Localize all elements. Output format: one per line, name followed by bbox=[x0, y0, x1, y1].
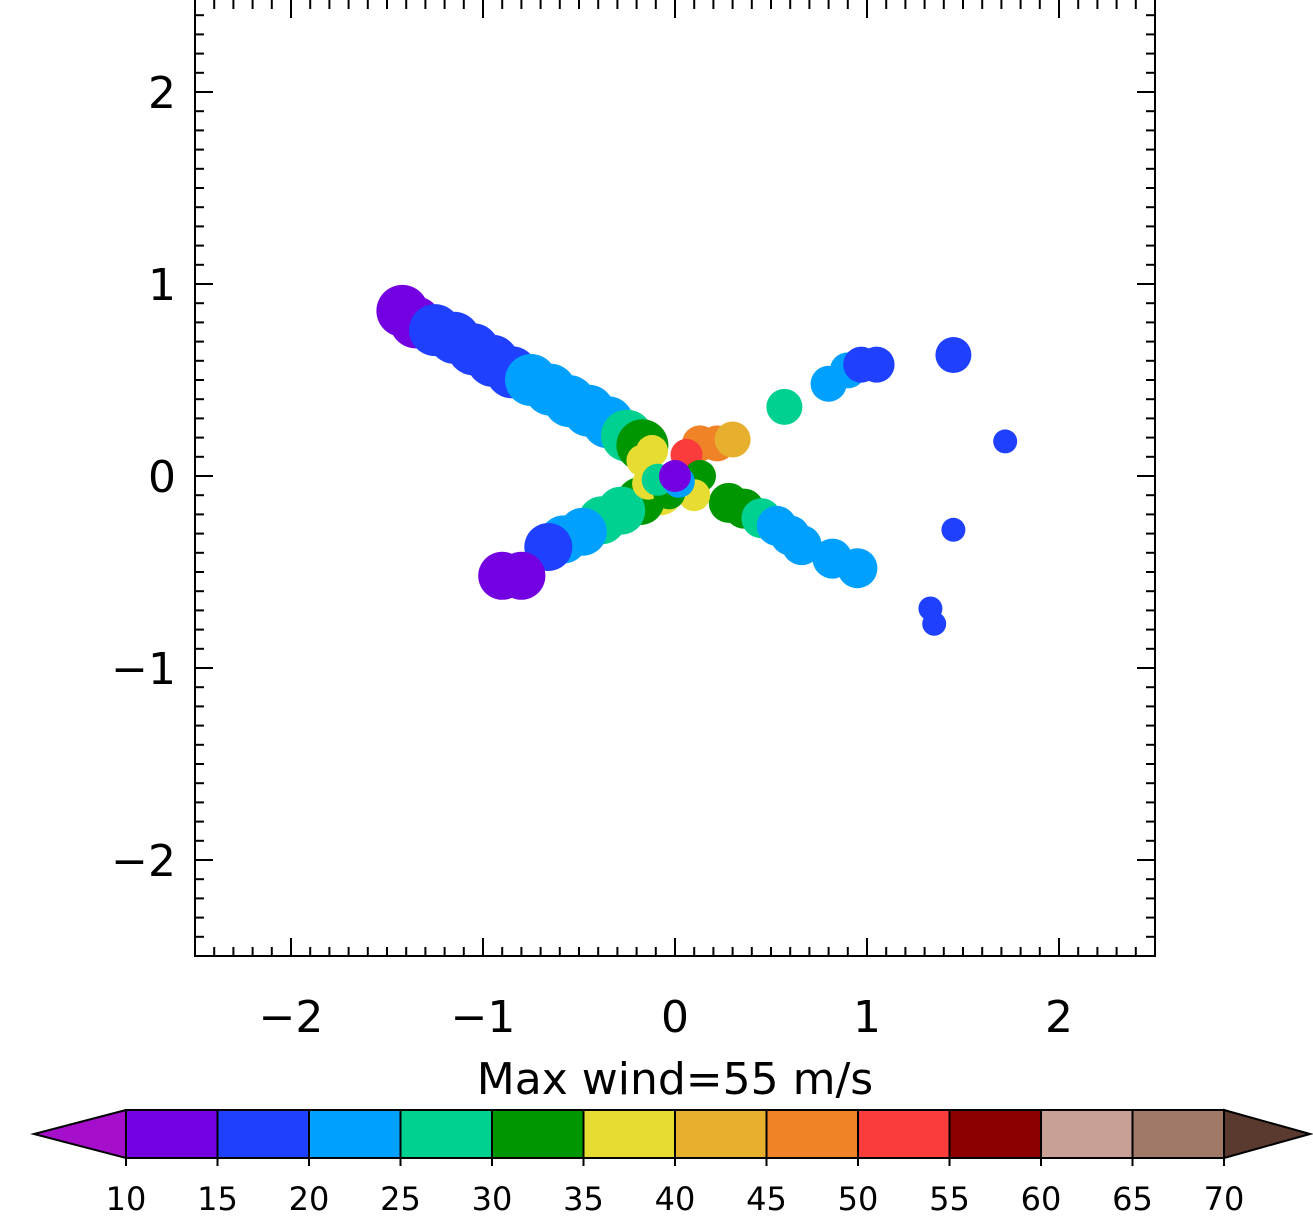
colorbar-label: 40 bbox=[655, 1180, 696, 1218]
colorbar-label: 60 bbox=[1021, 1180, 1062, 1218]
data-point-northeast-band-2: 42 bbox=[714, 421, 751, 458]
colorbar-label: 20 bbox=[289, 1180, 330, 1218]
data-point-southwest-band-8: 13 bbox=[478, 551, 527, 600]
colorbar-label: 25 bbox=[380, 1180, 421, 1218]
colorbar-label: 50 bbox=[838, 1180, 879, 1218]
feature-northwest-band: 1314171818191921222223232632 bbox=[376, 284, 669, 472]
colorbar-swatch bbox=[216, 1109, 310, 1159]
colorbar-swatch bbox=[765, 1109, 859, 1159]
colorbar-label: 55 bbox=[929, 1180, 970, 1218]
colorbar-swatch bbox=[308, 1109, 402, 1159]
feature-core-ring: 37393852323833272214 bbox=[626, 435, 716, 512]
colorbar-label: 65 bbox=[1112, 1180, 1153, 1218]
colorbar-swatch bbox=[399, 1109, 493, 1159]
colorbar-swatch bbox=[857, 1109, 951, 1159]
feature-southwest-band: 373228262322181413 bbox=[478, 467, 684, 600]
colorbar-label: 70 bbox=[1204, 1180, 1245, 1218]
colorbar-over-arrow bbox=[1223, 1108, 1313, 1160]
x-tick-label: 0 bbox=[661, 992, 689, 1043]
colorbar-swatch bbox=[674, 1109, 768, 1159]
wind-field-layer: 1314171818191921222223232632373228262322… bbox=[376, 284, 1018, 636]
data-point-southeast-band-7: 21 bbox=[837, 548, 878, 589]
data-point-outer-cells-2: 18 bbox=[922, 611, 947, 636]
y-tick-label: −2 bbox=[111, 836, 176, 887]
x-axis-label: Max wind=55 m/s bbox=[477, 1054, 873, 1105]
colorbar-label: 10 bbox=[106, 1180, 147, 1218]
x-tick-label: −1 bbox=[451, 992, 516, 1043]
colorbar: 10 15 20 25 30 35 40 45 50 55 60 65 70 bbox=[30, 1108, 1313, 1218]
colorbar-swatch bbox=[948, 1109, 1042, 1159]
x-tick-label: −2 bbox=[259, 992, 324, 1043]
colorbar-label: 30 bbox=[472, 1180, 513, 1218]
colorbar-swatch bbox=[1040, 1109, 1134, 1159]
tick-labels: −2 −1 0 1 2 −2 −1 0 1 2 bbox=[111, 68, 1073, 1043]
y-tick-label: 0 bbox=[148, 452, 176, 503]
data-point-northeast-band-3: 27 bbox=[766, 388, 803, 425]
x-tick-label: 2 bbox=[1045, 992, 1073, 1043]
y-tick-label: 1 bbox=[148, 260, 176, 311]
data-point-outer-cells-0: 18 bbox=[993, 429, 1018, 454]
data-point-northeast-band-8: 18 bbox=[935, 337, 972, 373]
colorbar-label: 15 bbox=[197, 1180, 238, 1218]
feature-southeast-band: 3332272423222121 bbox=[708, 482, 878, 589]
feature-outer-cells: 18161819 bbox=[918, 429, 1018, 636]
feature-northeast-band: 454742272221181818 bbox=[682, 337, 972, 462]
x-tick-label: 1 bbox=[853, 992, 881, 1043]
colorbar-swatch bbox=[1131, 1109, 1225, 1159]
data-point-outer-cells-3: 19 bbox=[941, 517, 966, 542]
y-tick-label: 2 bbox=[148, 68, 176, 119]
colorbar-swatch bbox=[582, 1109, 676, 1159]
data-point-core-ring-1: 39 bbox=[636, 435, 668, 467]
colorbar-under-arrow bbox=[30, 1108, 127, 1160]
colorbar-swatch bbox=[491, 1109, 585, 1159]
data-point-core-ring-9: 14 bbox=[659, 460, 691, 492]
data-point-northeast-band-7: 18 bbox=[858, 346, 895, 383]
colorbar-label: 45 bbox=[746, 1180, 787, 1218]
colorbar-label: 35 bbox=[563, 1180, 604, 1218]
colorbar-swatch bbox=[125, 1109, 219, 1159]
data-point-southeast-band-5: 22 bbox=[781, 525, 822, 566]
y-tick-label: −1 bbox=[111, 644, 176, 695]
plot-axes bbox=[194, 0, 1156, 957]
